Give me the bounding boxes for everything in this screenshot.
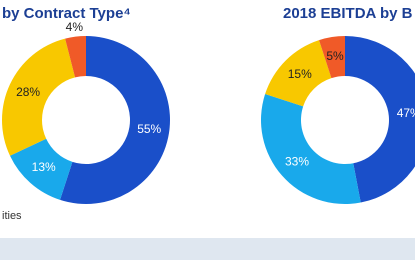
- segment-label: 33%: [285, 154, 309, 168]
- chart-title: by Contract Type⁴: [2, 5, 131, 22]
- segment-label: 5%: [326, 49, 344, 63]
- segment-label: 15%: [288, 67, 312, 81]
- segment-label: 4%: [66, 20, 84, 34]
- donut-segment: [9, 138, 73, 200]
- segment-label: 28%: [16, 85, 40, 99]
- donut-segment: [65, 36, 86, 78]
- chart-title: 2018 EBITDA by B: [283, 5, 413, 22]
- donut-segment: [1, 38, 76, 156]
- footer-band: [0, 238, 415, 260]
- donut-segment: [60, 36, 171, 204]
- donut-segment: [319, 36, 345, 79]
- donut-segment: [265, 40, 332, 107]
- segment-label: 55%: [137, 122, 161, 136]
- segment-label: 13%: [32, 160, 56, 174]
- segment-label: 47%: [397, 106, 415, 120]
- legend-text: ities: [2, 210, 22, 222]
- donut-segment: [260, 94, 361, 204]
- donut-segment: [345, 36, 415, 203]
